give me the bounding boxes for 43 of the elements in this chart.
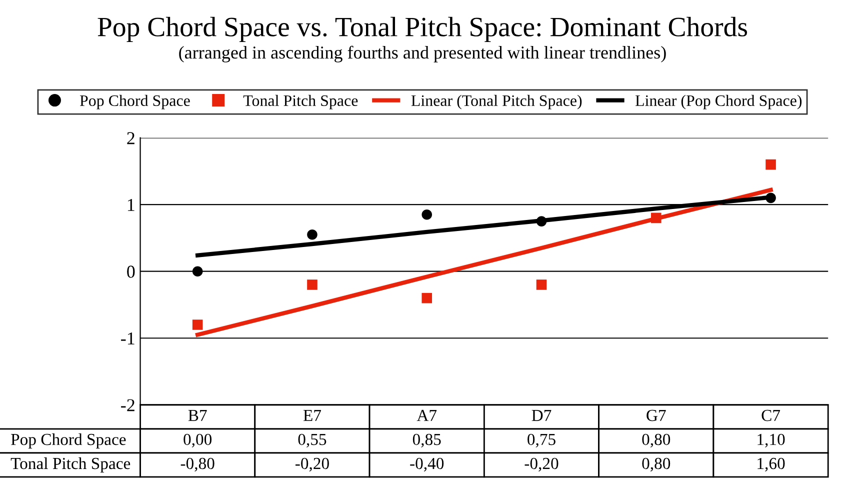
legend-label: Linear (Pop Chord Space) bbox=[635, 94, 802, 110]
line-series bbox=[196, 188, 773, 337]
x-tick-label: B7 bbox=[188, 410, 207, 421]
legend-label: Tonal Pitch Space bbox=[243, 94, 358, 110]
data-label: -0,80 bbox=[180, 458, 214, 472]
y-tick-label: -2 bbox=[121, 399, 134, 412]
data-label: 1,60 bbox=[758, 458, 785, 472]
data-label: 1,10 bbox=[758, 434, 785, 448]
point bbox=[536, 216, 547, 226]
legend-label: Linear (Tonal Pitch Space) bbox=[411, 94, 582, 110]
data-label: 0,00 bbox=[184, 434, 212, 448]
data-label: -0,20 bbox=[524, 458, 558, 472]
y-tick-label: 2 bbox=[127, 132, 134, 144]
y-tick-label: -1 bbox=[121, 332, 134, 344]
text: Pop Chord Space bbox=[11, 433, 126, 448]
data-label: -0,40 bbox=[410, 458, 444, 472]
x-tick-label: E7 bbox=[303, 410, 322, 421]
point bbox=[536, 280, 547, 290]
data-label: 0,55 bbox=[298, 434, 326, 448]
legend-label: Pop Chord Space bbox=[80, 94, 190, 110]
point bbox=[307, 280, 318, 290]
x-tick-label: C7 bbox=[762, 410, 780, 422]
point bbox=[192, 266, 203, 277]
data-label: -0,20 bbox=[295, 458, 329, 472]
y-tick-label: 0 bbox=[127, 266, 135, 278]
point bbox=[650, 212, 662, 224]
text: 0,80 bbox=[642, 434, 670, 448]
point bbox=[422, 209, 432, 220]
data-label: 0,85 bbox=[412, 434, 441, 448]
point bbox=[766, 192, 776, 204]
point bbox=[766, 159, 776, 170]
x-tick-label: D7 bbox=[532, 410, 552, 421]
chart-title: Pop Chord Space vs. Tonal Pitch Space: Dominant Chords bbox=[98, 16, 748, 42]
point bbox=[307, 230, 318, 240]
point bbox=[422, 292, 432, 304]
x-tick-label: A7 bbox=[416, 410, 437, 421]
y-tick-label: 1 bbox=[128, 198, 134, 211]
chart-subtitle: (arranged in ascending fourths and presented with linear trendlines) bbox=[179, 46, 666, 62]
point bbox=[192, 320, 203, 330]
x-tick-label: G7 bbox=[646, 410, 666, 422]
data-label: 0,80 bbox=[642, 458, 670, 472]
data-label: 0,75 bbox=[528, 434, 556, 448]
text: Tonal Pitch Space bbox=[10, 457, 130, 473]
